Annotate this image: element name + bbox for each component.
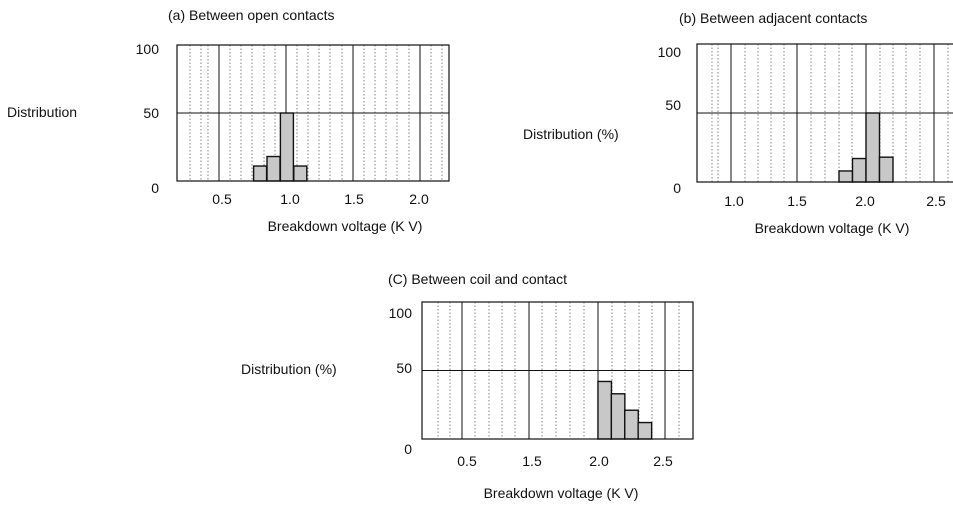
chart-b-plot-frame	[696, 43, 953, 183]
chart-b-title: (b) Between adjacent contacts	[679, 10, 867, 26]
chart-b-ylabel: Distribution (%)	[523, 126, 619, 142]
chart-a-xtick-1: 0.5	[212, 191, 232, 207]
chart-b-xtick-3: 2.0	[855, 193, 875, 209]
chart-a-ylabel: Distribution	[7, 104, 77, 120]
chart-b-ytick-50: 50	[665, 97, 681, 113]
chart-b-ytick-100: 100	[658, 44, 682, 60]
chart-b-bar-3	[865, 112, 881, 183]
chart-b-xtick-4: 2.5	[926, 193, 946, 209]
chart-c-bar-2	[610, 393, 626, 440]
chart-a-bar-2	[266, 155, 281, 182]
chart-b-bar-1	[838, 170, 854, 183]
chart-b-ytick-0: 0	[673, 180, 681, 196]
chart-b-bar-2	[851, 157, 867, 183]
chart-a-xtick-3: 1.5	[344, 191, 364, 207]
chart-c-xtick-1: 0.5	[457, 453, 477, 469]
chart-b-xlabel: Breakdown voltage (K V)	[755, 220, 910, 236]
chart-c-ytick-0: 0	[404, 441, 412, 457]
chart-c-ylabel: Distribution (%)	[241, 361, 337, 377]
chart-a-grid	[177, 45, 449, 181]
chart-a-bars	[252, 112, 308, 182]
chart-c-ytick-50: 50	[396, 360, 412, 376]
chart-c-bar-4	[637, 421, 653, 440]
chart-b-xtick-2: 1.5	[787, 193, 807, 209]
chart-c-xtick-2: 1.5	[522, 453, 542, 469]
chart-c-plot-frame	[421, 301, 694, 440]
chart-c-bar-1	[597, 380, 613, 440]
chart-a-bar-3	[279, 112, 295, 182]
chart-a: (a) Between open contacts Distribution B…	[7, 7, 450, 234]
chart-c-title: (C) Between coil and contact	[388, 271, 567, 287]
chart-a-title: (a) Between open contacts	[168, 7, 335, 23]
chart-b-grid	[697, 44, 953, 182]
chart-a-ytick-0: 0	[151, 180, 159, 196]
chart-c-bar-3	[624, 409, 639, 440]
chart-a-xtick-4: 2.0	[409, 191, 429, 207]
chart-a-bar-1	[252, 165, 268, 182]
chart-b-bars	[838, 112, 894, 183]
chart-a-xtick-2: 1.0	[280, 191, 300, 207]
chart-c-ytick-100: 100	[389, 305, 413, 321]
chart-b-bar-4	[878, 156, 894, 183]
chart-c-xtick-4: 2.5	[653, 453, 673, 469]
chart-c-xlabel: Breakdown voltage (K V)	[484, 485, 639, 501]
chart-a-xlabel: Breakdown voltage (K V)	[268, 218, 423, 234]
chart-a-ytick-50: 50	[143, 105, 159, 121]
chart-c-bars	[597, 380, 653, 440]
chart-b: (b) Between adjacent contacts Distributi…	[523, 10, 953, 236]
chart-c-xtick-3: 2.0	[589, 453, 609, 469]
chart-a-bar-4	[293, 165, 308, 182]
chart-c-grid	[422, 302, 693, 439]
chart-c: (C) Between coil and contact Distributio…	[241, 271, 694, 501]
chart-a-plot-frame	[176, 44, 450, 182]
chart-a-ytick-100: 100	[136, 41, 160, 57]
chart-b-xtick-1: 1.0	[724, 193, 744, 209]
